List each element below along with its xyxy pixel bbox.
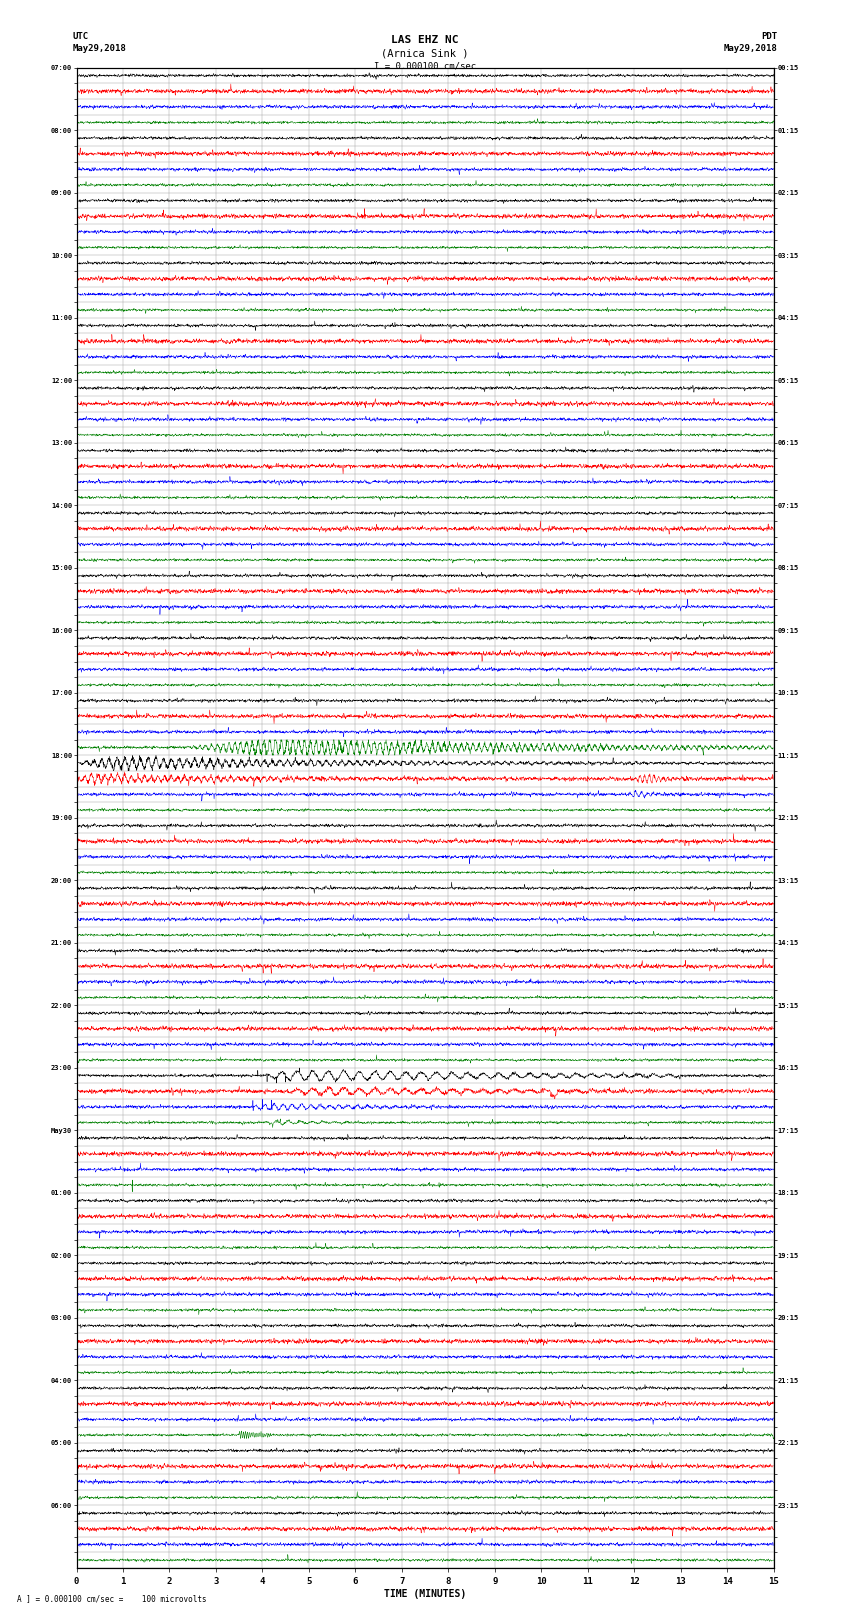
Text: LAS EHZ NC: LAS EHZ NC — [391, 35, 459, 45]
Text: May29,2018: May29,2018 — [724, 44, 778, 53]
Text: I = 0.000100 cm/sec: I = 0.000100 cm/sec — [374, 61, 476, 71]
Text: PDT: PDT — [762, 32, 778, 42]
X-axis label: TIME (MINUTES): TIME (MINUTES) — [384, 1589, 466, 1598]
Text: UTC: UTC — [72, 32, 88, 42]
Text: (Arnica Sink ): (Arnica Sink ) — [382, 48, 468, 58]
Text: May29,2018: May29,2018 — [72, 44, 126, 53]
Text: A ] = 0.000100 cm/sec =    100 microvolts: A ] = 0.000100 cm/sec = 100 microvolts — [17, 1594, 207, 1603]
